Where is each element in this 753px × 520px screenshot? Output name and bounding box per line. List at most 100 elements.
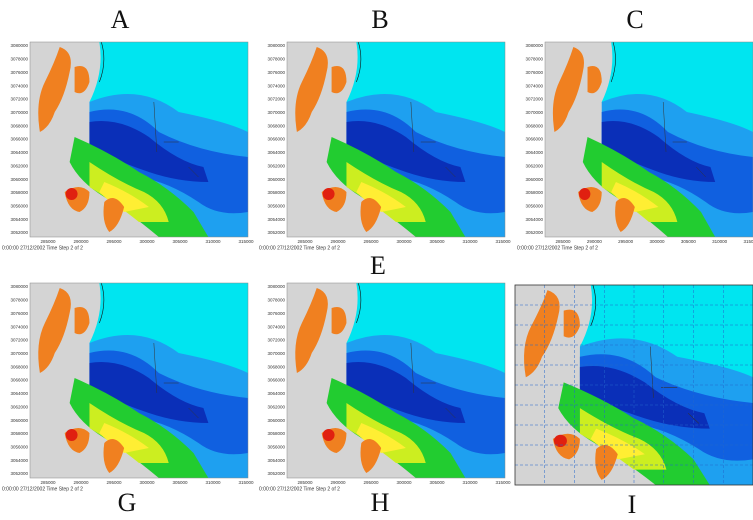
- map-image: [30, 42, 248, 237]
- y-tick-label: 3058000: [10, 431, 28, 436]
- y-tick-label: 3072000: [10, 97, 28, 102]
- x-tick-label: 305000: [172, 480, 188, 485]
- panel-label: I: [628, 490, 637, 519]
- y-tick-label: 3052000: [10, 230, 28, 235]
- y-tick-label: 3072000: [267, 338, 285, 343]
- y-tick-label: 3076000: [10, 311, 28, 316]
- x-tick-label: 315000: [743, 239, 753, 244]
- y-tick-label: 3054000: [267, 458, 285, 463]
- map-frame: [29, 41, 249, 238]
- x-tick-label: 305000: [429, 239, 445, 244]
- y-tick-label: 3056000: [525, 203, 543, 208]
- x-tick-label: 300000: [139, 480, 155, 485]
- y-tick-label: 3068000: [10, 123, 28, 128]
- x-tick-label: 310000: [712, 239, 728, 244]
- y-tick-label: 3080000: [525, 43, 543, 48]
- time-step-caption: 0:00:00 27/12/2002 Time Step 2 of 2: [259, 245, 340, 251]
- y-tick-label: 3070000: [525, 110, 543, 115]
- y-tick-label: 3078000: [10, 298, 28, 303]
- x-tick-label: 315000: [495, 480, 511, 485]
- y-tick-label: 3054000: [10, 217, 28, 222]
- y-tick-label: 3066000: [525, 137, 543, 142]
- map-frame: [544, 41, 753, 238]
- y-tick-label: 3068000: [525, 123, 543, 128]
- y-tick-label: 3056000: [267, 444, 285, 449]
- x-tick-label: 290000: [73, 239, 89, 244]
- y-tick-label: 3076000: [525, 70, 543, 75]
- y-tick-label: 3070000: [267, 351, 285, 356]
- y-tick-label: 3076000: [267, 311, 285, 316]
- y-tick-label: 3058000: [267, 431, 285, 436]
- y-tick-label: 3074000: [267, 324, 285, 329]
- y-tick-label: 3064000: [267, 150, 285, 155]
- map-image: [287, 283, 505, 478]
- map-frame: [514, 284, 753, 486]
- y-tick-label: 3068000: [10, 364, 28, 369]
- y-tick-label: 3062000: [10, 163, 28, 168]
- y-tick-label: 3072000: [10, 338, 28, 343]
- y-tick-label: 3064000: [10, 150, 28, 155]
- y-tick-label: 3056000: [267, 203, 285, 208]
- y-tick-label: 3078000: [267, 298, 285, 303]
- y-tick-label: 3074000: [267, 83, 285, 88]
- x-tick-label: 290000: [587, 239, 603, 244]
- y-tick-label: 3068000: [267, 364, 285, 369]
- y-tick-label: 3074000: [10, 83, 28, 88]
- map-frame: [286, 41, 506, 238]
- y-tick-label: 3072000: [525, 97, 543, 102]
- y-tick-label: 3064000: [525, 150, 543, 155]
- x-tick-label: 290000: [330, 480, 346, 485]
- y-tick-label: 3070000: [10, 351, 28, 356]
- map-image: [30, 283, 248, 478]
- x-tick-label: 310000: [462, 239, 478, 244]
- y-tick-label: 3080000: [267, 43, 285, 48]
- y-tick-label: 3052000: [267, 230, 285, 235]
- x-tick-label: 285000: [297, 480, 313, 485]
- y-tick-label: 3054000: [267, 217, 285, 222]
- x-tick-label: 310000: [205, 239, 221, 244]
- panel-label: H: [371, 488, 390, 517]
- x-tick-label: 300000: [139, 239, 155, 244]
- map-image: [287, 42, 505, 237]
- y-tick-label: 3052000: [10, 471, 28, 476]
- x-tick-label: 315000: [238, 480, 254, 485]
- y-tick-label: 3080000: [10, 43, 28, 48]
- x-tick-label: 305000: [429, 480, 445, 485]
- y-tick-label: 3078000: [267, 57, 285, 62]
- time-step-caption: 0:00:00 27/12/2002 Time Step 2 of 2: [517, 245, 598, 251]
- time-step-caption: 0:00:00 27/12/2002 Time Step 2 of 2: [259, 486, 340, 492]
- y-tick-label: 3064000: [267, 391, 285, 396]
- x-tick-label: 285000: [297, 239, 313, 244]
- y-tick-label: 3060000: [10, 418, 28, 423]
- x-tick-label: 285000: [40, 480, 56, 485]
- y-tick-label: 3054000: [10, 458, 28, 463]
- panel-label: E: [370, 251, 386, 280]
- y-tick-label: 3062000: [10, 404, 28, 409]
- x-tick-label: 305000: [172, 239, 188, 244]
- y-tick-label: 3072000: [267, 97, 285, 102]
- x-tick-label: 285000: [555, 239, 571, 244]
- x-tick-label: 300000: [396, 239, 412, 244]
- panel-label: A: [111, 5, 130, 34]
- x-tick-label: 295000: [363, 480, 379, 485]
- y-tick-label: 3060000: [10, 177, 28, 182]
- x-tick-label: 300000: [396, 480, 412, 485]
- y-tick-label: 3062000: [267, 163, 285, 168]
- y-tick-label: 3062000: [525, 163, 543, 168]
- panel-label: C: [626, 5, 643, 34]
- y-tick-label: 3074000: [10, 324, 28, 329]
- y-tick-label: 3070000: [10, 110, 28, 115]
- x-tick-label: 295000: [363, 239, 379, 244]
- x-tick-label: 305000: [681, 239, 697, 244]
- y-tick-label: 3052000: [267, 471, 285, 476]
- y-tick-label: 3056000: [10, 203, 28, 208]
- y-tick-label: 3058000: [10, 190, 28, 195]
- y-tick-label: 3060000: [267, 177, 285, 182]
- y-tick-label: 3078000: [525, 57, 543, 62]
- y-tick-label: 3062000: [267, 404, 285, 409]
- panel-label: B: [371, 5, 388, 34]
- x-tick-label: 295000: [106, 480, 122, 485]
- y-tick-label: 3058000: [525, 190, 543, 195]
- time-step-caption: 0:00:00 27/12/2002 Time Step 2 of 2: [2, 486, 83, 492]
- y-tick-label: 3074000: [525, 83, 543, 88]
